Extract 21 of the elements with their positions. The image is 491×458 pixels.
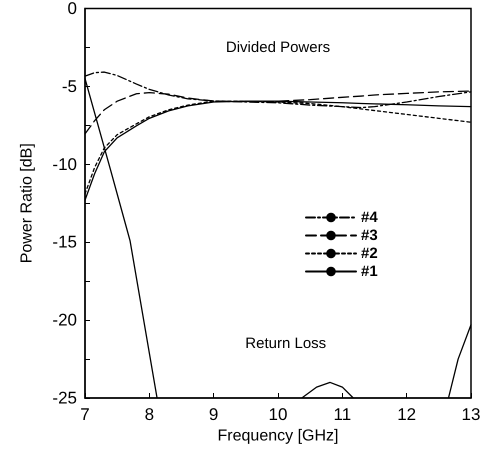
- x-tick-label: 8: [144, 405, 154, 424]
- annotation: Return Loss: [245, 334, 326, 352]
- legend-label: #4: [361, 209, 378, 226]
- legend-label: #3: [361, 227, 378, 244]
- x-tick-label: 7: [80, 405, 90, 424]
- y-tick-label: -10: [52, 154, 77, 174]
- x-tick-label: 13: [462, 405, 480, 424]
- x-tick-label: 11: [334, 405, 352, 424]
- y-tick-label: -20: [52, 310, 77, 330]
- x-axis-title: Frequency [GHz]: [218, 428, 338, 444]
- y-tick-label: -25: [52, 388, 77, 408]
- y-tick-label: 0: [68, 0, 77, 18]
- legend-label: #1: [361, 263, 378, 280]
- y-axis-title: Power Ratio [dB]: [18, 143, 36, 264]
- annotation: Divided Powers: [226, 38, 330, 56]
- x-tick-label: 10: [268, 405, 288, 424]
- legend-label: #2: [361, 245, 378, 262]
- x-tick-label: 12: [397, 405, 416, 424]
- y-tick-label: -5: [62, 76, 77, 96]
- y-tick-label: -15: [52, 232, 77, 252]
- x-tick-label: 9: [208, 405, 218, 424]
